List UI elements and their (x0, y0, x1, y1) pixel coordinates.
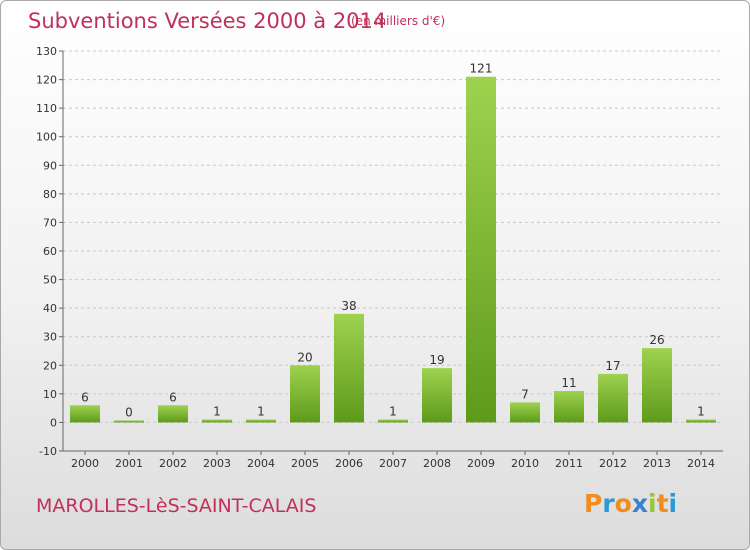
x-tick-label: 2012 (599, 457, 627, 470)
value-label: 11 (561, 376, 576, 390)
x-tick-label: 2000 (71, 457, 99, 470)
x-tick-label: 2014 (687, 457, 715, 470)
logo-letter: i (668, 489, 678, 518)
x-tick-label: 2003 (203, 457, 231, 470)
value-label: 0 (125, 405, 133, 419)
value-label: 1 (213, 405, 221, 419)
y-tick-label: 20 (43, 359, 57, 372)
y-tick-label: -10 (39, 445, 57, 458)
logo-letter: r (602, 489, 615, 518)
value-label: 1 (697, 405, 705, 419)
bar (202, 419, 232, 423)
y-tick-label: 40 (43, 302, 57, 315)
x-tick-label: 2010 (511, 457, 539, 470)
value-label: 38 (341, 299, 356, 313)
bar (246, 419, 276, 423)
logo-letter: x (631, 489, 648, 518)
bar (422, 368, 452, 423)
x-tick-label: 2013 (643, 457, 671, 470)
x-tick-label: 2004 (247, 457, 275, 470)
x-tick-label: 2005 (291, 457, 319, 470)
value-label: 17 (605, 359, 620, 373)
value-label: 6 (169, 390, 177, 404)
logo-letter: t (656, 489, 669, 518)
y-tick-label: 130 (36, 45, 57, 58)
bar (158, 405, 188, 423)
bar (70, 405, 100, 423)
logo-letter: P (584, 489, 603, 518)
y-tick-label: 30 (43, 331, 57, 344)
y-tick-label: 10 (43, 388, 57, 401)
y-tick-label: 90 (43, 159, 57, 172)
bar (510, 402, 540, 423)
bar (598, 373, 628, 423)
y-tick-label: 120 (36, 74, 57, 87)
value-label: 1 (257, 405, 265, 419)
y-tick-label: 70 (43, 216, 57, 229)
proxiti-logo: Proxiti (584, 489, 677, 518)
x-tick-label: 2009 (467, 457, 495, 470)
bar (554, 391, 584, 423)
value-label: 20 (297, 350, 312, 364)
y-tick-label: 100 (36, 131, 57, 144)
y-tick-label: 50 (43, 274, 57, 287)
bar (114, 420, 144, 423)
chart-unit: (en milliers d'€) (351, 14, 446, 28)
x-tick-label: 2002 (159, 457, 187, 470)
x-tick-label: 2006 (335, 457, 363, 470)
value-label: 121 (470, 62, 493, 76)
value-label: 7 (521, 387, 529, 401)
y-tick-label: 0 (50, 416, 57, 429)
logo-letter: o (614, 489, 632, 518)
commune-name: MAROLLES-LèS-SAINT-CALAIS (36, 495, 317, 517)
x-tick-label: 2007 (379, 457, 407, 470)
bar (334, 313, 364, 423)
value-label: 1 (389, 405, 397, 419)
x-tick-label: 2001 (115, 457, 143, 470)
bar (378, 419, 408, 423)
chart-title: Subventions Versées 2000 à 2014 (28, 9, 387, 33)
logo-letter: i (648, 489, 657, 518)
bar (642, 348, 672, 423)
value-label: 26 (649, 333, 664, 347)
bar (686, 419, 716, 423)
y-tick-label: 60 (43, 245, 57, 258)
value-label: 19 (429, 353, 444, 367)
y-tick-label: 110 (36, 102, 57, 115)
bar (466, 76, 496, 423)
bar (290, 365, 320, 423)
value-label: 6 (81, 390, 89, 404)
y-tick-label: 80 (43, 188, 57, 201)
x-tick-label: 2008 (423, 457, 451, 470)
x-tick-label: 2011 (555, 457, 583, 470)
